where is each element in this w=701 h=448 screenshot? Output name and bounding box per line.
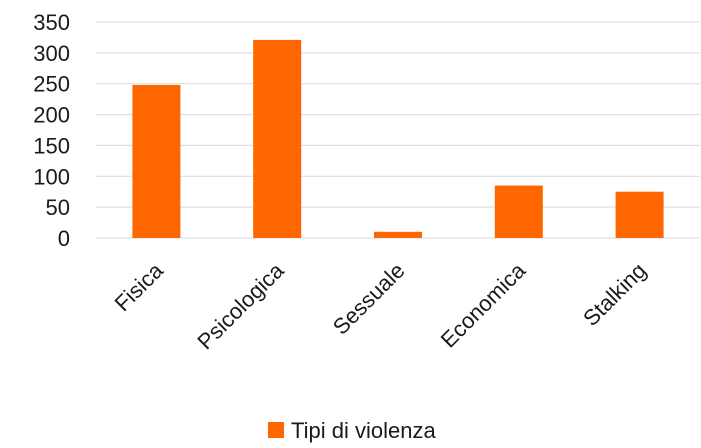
bars xyxy=(132,39,664,239)
bar-sessuale xyxy=(374,231,422,238)
x-tick-label: Fisica xyxy=(110,257,169,316)
y-tick-label: 250 xyxy=(33,72,70,97)
x-tick-label: Psicologica xyxy=(192,257,289,354)
bar-economica xyxy=(494,185,543,238)
x-axis-labels: Fisica Psicologica Sessuale Economica Stalki… xyxy=(110,257,652,354)
bar-stalking xyxy=(615,191,664,238)
y-tick-label: 200 xyxy=(33,103,70,128)
x-tick-label: Economica xyxy=(436,257,531,352)
bar-fisica xyxy=(132,84,181,238)
x-tick-label: Stalking xyxy=(578,258,651,331)
legend-swatch xyxy=(268,422,284,438)
y-tick-label: 300 xyxy=(33,41,70,66)
gridlines xyxy=(96,21,700,239)
y-tick-label: 50 xyxy=(46,195,70,220)
y-tick-label: 100 xyxy=(33,164,70,189)
legend-label: Tipi di violenza xyxy=(291,418,436,443)
y-tick-label: 350 xyxy=(33,10,70,35)
bar-psicologica xyxy=(253,39,302,239)
legend: Tipi di violenza xyxy=(268,418,436,443)
y-axis-ticks: 0 50 100 150 200 250 300 350 xyxy=(33,10,70,251)
y-tick-label: 0 xyxy=(58,226,70,251)
y-tick-label: 150 xyxy=(33,133,70,158)
x-tick-label: Sessuale xyxy=(328,258,410,340)
